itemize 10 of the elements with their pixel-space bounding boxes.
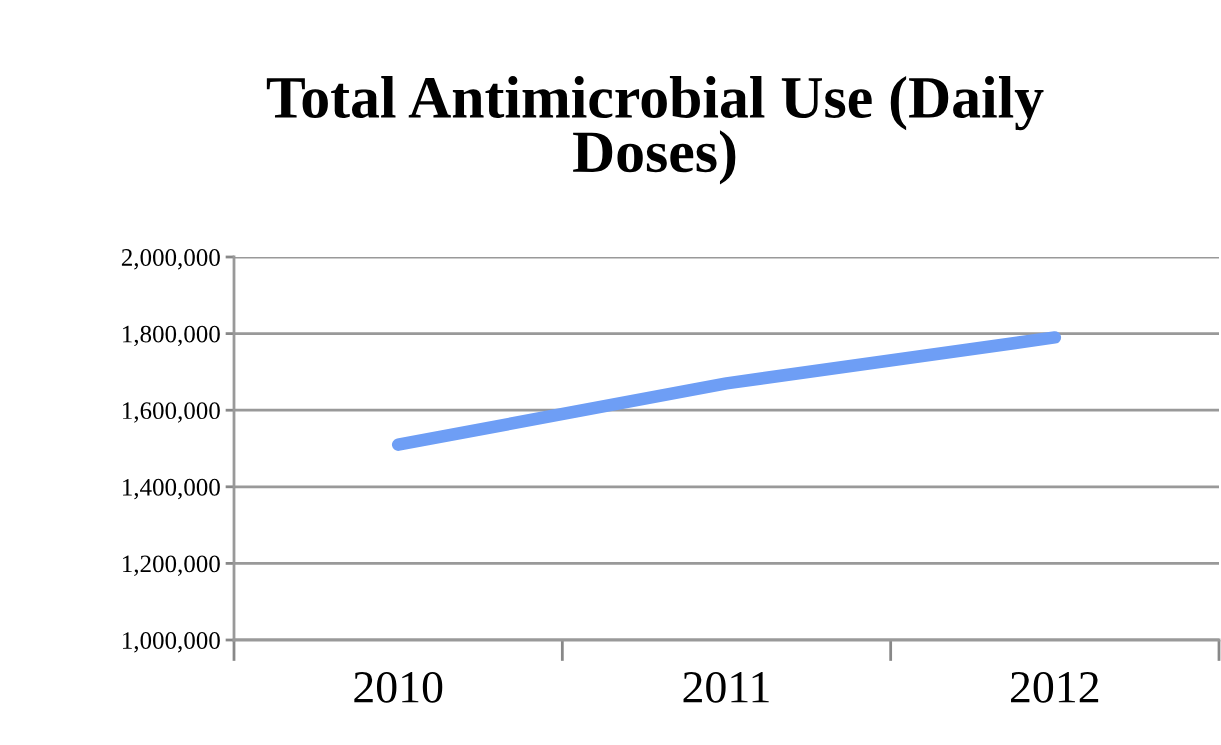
x-tick-label: 2011 bbox=[683, 671, 769, 703]
y-tick-label: 1,400,000 bbox=[123, 478, 220, 500]
y-tick-label: 2,000,000 bbox=[121, 249, 220, 270]
y-tick-label: 1,000,000 bbox=[123, 632, 220, 653]
y-tick-label: 1,200,000 bbox=[123, 555, 220, 576]
x-tick-label: 2012 bbox=[1011, 671, 1099, 703]
y-tick-label: 1,800,000 bbox=[123, 325, 220, 347]
chart-title: Total Antimicrobial Use (Daily Doses) bbox=[266, 76, 1044, 185]
y-tick-label: 1,600,000 bbox=[123, 402, 220, 423]
x-tick-label: 2010 bbox=[354, 671, 443, 703]
